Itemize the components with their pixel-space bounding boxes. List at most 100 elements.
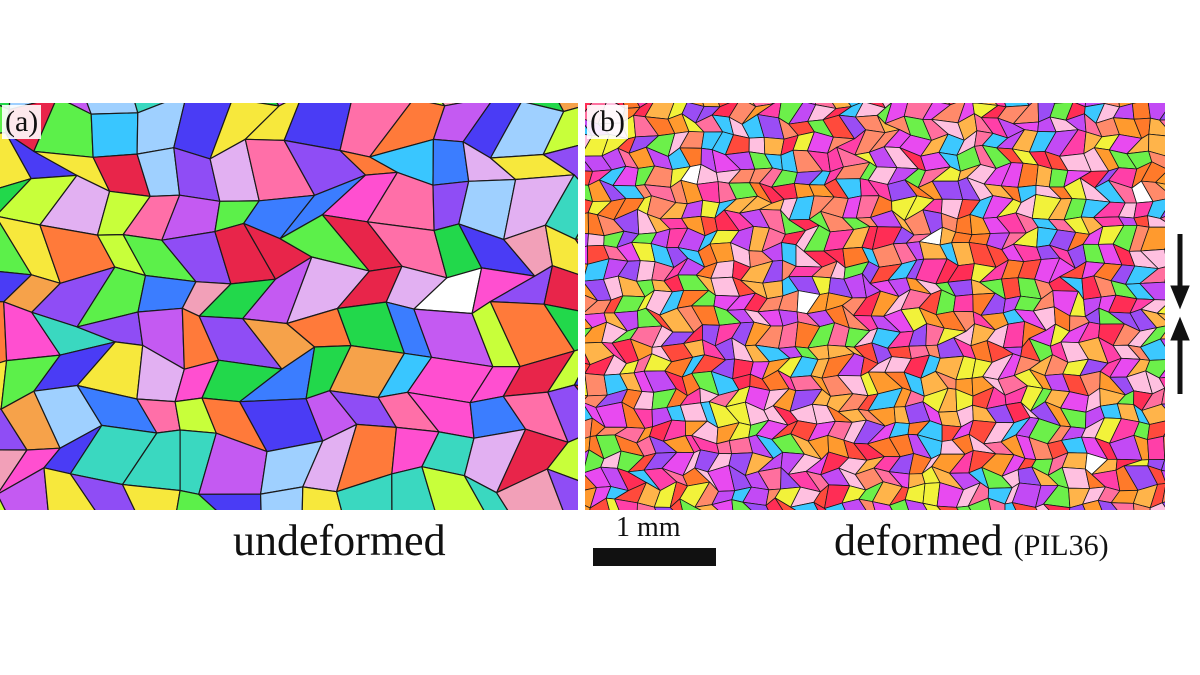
grain: [558, 103, 578, 113]
grain: [711, 499, 734, 510]
caption-deformed: deformed: [834, 516, 1003, 565]
grain: [1147, 435, 1165, 461]
grain: [1160, 469, 1165, 482]
grain: [889, 499, 909, 510]
grain: [198, 493, 262, 510]
grain: [176, 489, 217, 510]
grain: [765, 497, 784, 510]
grain: [731, 499, 752, 510]
grain: [636, 502, 657, 510]
grain: [882, 103, 892, 109]
caption-undeformed: undeformed: [233, 516, 446, 565]
grain: [421, 466, 485, 510]
grain: [336, 473, 393, 510]
grain: [1043, 503, 1071, 510]
grain: [1141, 180, 1165, 202]
grain: [669, 498, 683, 510]
grain: [43, 467, 96, 510]
grain: [1141, 403, 1165, 425]
grain: [574, 238, 578, 245]
grain: [614, 498, 638, 510]
grain-map-undeformed: [0, 103, 578, 510]
grain: [1148, 117, 1165, 137]
grain: [546, 468, 578, 510]
ebsd-map-deformed: (b): [585, 103, 1165, 510]
grain: [1110, 502, 1135, 510]
grain: [694, 504, 719, 510]
grain: [1158, 369, 1165, 379]
grain: [260, 486, 304, 510]
grain: [790, 501, 819, 510]
grain: [1147, 465, 1165, 485]
grain: [1161, 486, 1165, 504]
compression-arrows-icon: [1170, 234, 1190, 394]
grain: [955, 505, 972, 510]
grain: [121, 483, 181, 510]
scale-bar: [593, 548, 716, 566]
grain: [824, 502, 846, 510]
grain: [90, 112, 139, 158]
caption-deformed-block: deformed (PIL36): [834, 516, 1109, 571]
grain: [546, 437, 578, 482]
grain: [1159, 111, 1165, 121]
grain: [1011, 502, 1038, 510]
grain: [742, 501, 769, 510]
grain: [587, 233, 605, 247]
grain: [1156, 312, 1165, 321]
grain: [1035, 503, 1050, 510]
grain: [952, 294, 974, 313]
grain: [1082, 499, 1103, 510]
grain: [841, 498, 867, 510]
grain: [858, 498, 876, 510]
grain: [1147, 215, 1165, 228]
grain: [1159, 119, 1165, 127]
grain: [1159, 216, 1165, 222]
scale-bar-label: 1 mm: [616, 512, 681, 543]
grain: [573, 376, 578, 387]
grain: [1161, 403, 1165, 409]
grain: [69, 473, 136, 510]
grain: [653, 506, 674, 510]
down-arrow-head: [1170, 285, 1190, 310]
grain: [936, 505, 959, 510]
grain: [544, 224, 578, 275]
grain: [1160, 338, 1165, 347]
grain: [1155, 182, 1165, 191]
panel-label-b: (b): [587, 105, 628, 139]
ebsd-map-undeformed: (a): [0, 103, 578, 510]
grain: [1140, 248, 1165, 270]
grain: [872, 501, 893, 510]
grain: [542, 106, 578, 156]
grain: [1069, 503, 1086, 510]
grain: [589, 497, 610, 510]
grain: [679, 498, 702, 510]
grain: [1148, 133, 1165, 157]
grain: [0, 498, 6, 510]
grain: [1139, 281, 1165, 301]
up-arrow-head: [1170, 316, 1190, 341]
grain: [496, 468, 564, 510]
grain: [1161, 387, 1165, 405]
caption-sample-id: (PIL36): [1013, 529, 1109, 562]
grain: [543, 265, 578, 312]
grain: [922, 502, 941, 510]
grain: [605, 497, 620, 510]
grain: [748, 137, 766, 155]
grain: [1140, 308, 1165, 329]
grain: [1097, 499, 1118, 510]
grain: [813, 501, 827, 510]
grain: [301, 486, 343, 510]
grain: [1160, 331, 1165, 340]
grain: [542, 144, 578, 180]
grain: [543, 303, 578, 352]
grain: [1158, 377, 1165, 389]
grain: [585, 449, 590, 467]
grain: [463, 475, 509, 510]
grain: [1132, 103, 1151, 120]
grain: [1148, 150, 1165, 169]
panel-label-a: (a): [2, 105, 42, 139]
grain: [904, 499, 928, 510]
grain: [1163, 435, 1165, 460]
grain: [1149, 502, 1165, 510]
grain: [573, 384, 578, 391]
